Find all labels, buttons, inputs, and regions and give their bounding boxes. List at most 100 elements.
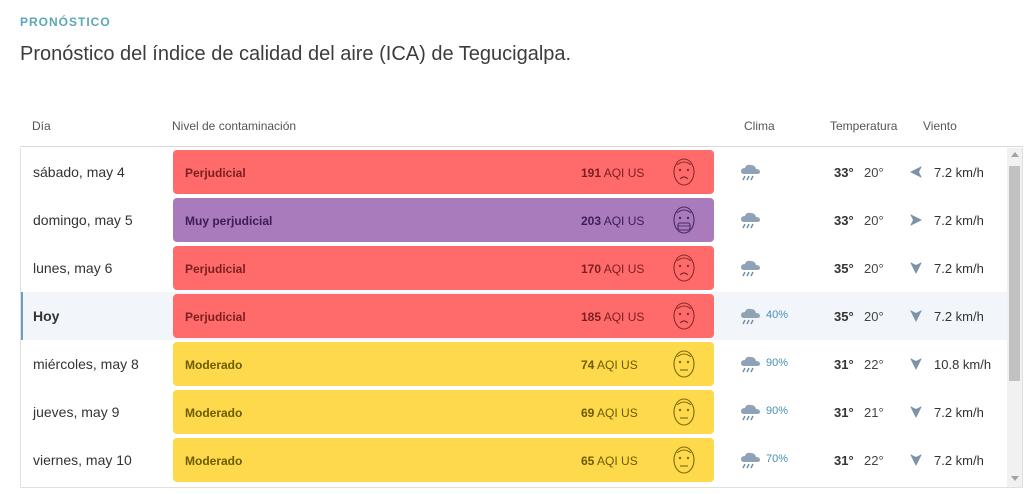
page-title: Pronóstico del índice de calidad del air… (20, 43, 572, 65)
pollution-level-label: Moderado (185, 406, 243, 420)
table-row-today[interactable]: Hoy Perjudicial 185 AQI US 40% 35° 20° 7.2 km/… (21, 292, 1007, 340)
humidity-value: 90% (766, 405, 789, 417)
pollution-level-label: Moderado (185, 454, 243, 468)
temp-min: 20° (864, 261, 884, 276)
wind-direction-arrow-icon (910, 214, 922, 226)
pollution-level-label: Perjudicial (185, 262, 246, 276)
rain-cloud-icon (741, 212, 760, 229)
column-header-wind: Viento (923, 119, 957, 133)
aqi-unit: AQI US (597, 406, 638, 420)
temp-max: 31° (834, 405, 854, 420)
moderate-face-icon (673, 398, 695, 426)
aqi-number: 65 (581, 454, 595, 468)
day-label: lunes, may 6 (33, 260, 113, 276)
temp-min: 22° (864, 453, 884, 468)
column-header-temperature: Temperatura (830, 119, 898, 133)
aqi-value: 170 AQI US (581, 262, 644, 276)
pollution-level-label: Moderado (185, 358, 243, 372)
scroll-up-arrow-icon[interactable] (1011, 152, 1019, 157)
humidity-value: 70% (766, 453, 789, 465)
aqi-number: 203 (581, 214, 602, 228)
temp-max: 31° (834, 453, 854, 468)
very-unhealthy-face-icon (673, 206, 695, 234)
aqi-number: 170 (581, 262, 602, 276)
table-row[interactable]: jueves, may 9 Moderado 69 AQI US 90% 31° 21° 7… (21, 388, 1007, 436)
table-row[interactable]: viernes, may 10 Moderado 65 AQI US 70% 31° 22… (21, 436, 1007, 484)
aqi-value: 69 AQI US (581, 406, 638, 420)
unhealthy-face-icon (673, 158, 695, 186)
aqi-level-bar: Perjudicial 191 AQI US (173, 150, 714, 194)
scrollbar[interactable] (1007, 148, 1022, 487)
table-row[interactable]: miércoles, may 8 Moderado 74 AQI US 90% 31° 2… (21, 340, 1007, 388)
wind-direction-arrow-icon (910, 358, 922, 370)
day-label: domingo, may 5 (33, 212, 133, 228)
aqi-value: 203 AQI US (581, 214, 644, 228)
temp-max: 35° (834, 261, 854, 276)
day-label: miércoles, may 8 (33, 356, 139, 372)
pollution-level-label: Perjudicial (185, 310, 246, 324)
aqi-level-bar: Muy perjudicial 203 AQI US (173, 198, 714, 242)
wind-direction-arrow-icon (910, 406, 922, 418)
day-label: Hoy (33, 308, 60, 324)
rain-cloud-icon (741, 260, 760, 277)
wind-speed: 7.2 km/h (934, 165, 984, 180)
aqi-number: 185 (581, 310, 602, 324)
aqi-level-bar: Perjudicial 170 AQI US (173, 246, 714, 290)
aqi-unit: AQI US (603, 310, 645, 324)
temp-min: 21° (864, 405, 884, 420)
temp-max: 35° (834, 309, 854, 324)
table-row[interactable]: sábado, may 4 Perjudicial 191 AQI US 33° 20°… (21, 148, 1007, 196)
wind-speed: 10.8 km/h (934, 357, 992, 372)
column-header-day: Día (32, 119, 51, 133)
temp-max: 33° (834, 213, 854, 228)
header-divider (20, 146, 1023, 147)
scroll-down-arrow-icon[interactable] (1011, 476, 1019, 481)
scroll-thumb[interactable] (1009, 166, 1020, 381)
moderate-face-icon (673, 446, 695, 474)
humidity-value: 90% (766, 357, 789, 369)
aqi-unit: AQI US (603, 214, 645, 228)
day-label: jueves, may 9 (33, 404, 120, 420)
aqi-unit: AQI US (603, 166, 645, 180)
wind-speed: 7.2 km/h (934, 309, 984, 324)
aqi-level-bar: Moderado 65 AQI US (173, 438, 714, 482)
section-eyebrow: PRONÓSTICO (20, 15, 111, 29)
table-row[interactable]: domingo, may 5 Muy perjudicial 203 AQI US 3… (21, 196, 1007, 244)
aqi-value: 74 AQI US (581, 358, 638, 372)
aqi-unit: AQI US (597, 454, 638, 468)
moderate-face-icon (673, 350, 695, 378)
temp-max: 33° (834, 165, 854, 180)
day-label: viernes, may 10 (33, 452, 132, 468)
humidity-value: 40% (766, 309, 789, 321)
temp-min: 20° (864, 309, 884, 324)
aqi-value: 185 AQI US (581, 310, 644, 324)
wind-direction-arrow-icon (910, 262, 922, 274)
aqi-value: 191 AQI US (581, 166, 644, 180)
wind-speed: 7.2 km/h (934, 405, 984, 420)
wind-speed: 7.2 km/h (934, 261, 984, 276)
wind-speed: 7.2 km/h (934, 453, 984, 468)
wind-speed: 7.2 km/h (934, 213, 984, 228)
aqi-level-bar: Perjudicial 185 AQI US (173, 294, 714, 338)
wind-direction-arrow-icon (910, 166, 922, 178)
aqi-unit: AQI US (597, 358, 638, 372)
aqi-value: 65 AQI US (581, 454, 638, 468)
pollution-level-label: Perjudicial (185, 166, 246, 180)
rain-cloud-icon (741, 308, 760, 325)
wind-direction-arrow-icon (910, 454, 922, 466)
aqi-number: 74 (581, 358, 595, 372)
column-header-weather: Clima (744, 119, 775, 133)
rain-cloud-icon (741, 404, 760, 421)
temp-max: 31° (834, 357, 854, 372)
wind-direction-arrow-icon (910, 310, 922, 322)
rain-cloud-icon (741, 164, 760, 181)
table-row[interactable]: lunes, may 6 Perjudicial 170 AQI US 35° 20° 7… (21, 244, 1007, 292)
rain-cloud-icon (741, 356, 760, 373)
aqi-unit: AQI US (603, 262, 645, 276)
forecast-table[interactable]: sábado, may 4 Perjudicial 191 AQI US 33° 20°… (20, 148, 1023, 488)
rain-cloud-icon (741, 452, 760, 469)
aqi-number: 69 (581, 406, 595, 420)
day-label: sábado, may 4 (33, 164, 125, 180)
unhealthy-face-icon (673, 302, 695, 330)
aqi-number: 191 (581, 166, 602, 180)
